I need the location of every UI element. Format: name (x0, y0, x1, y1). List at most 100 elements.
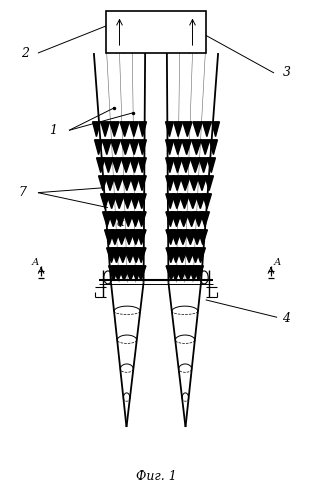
Polygon shape (111, 248, 122, 262)
Polygon shape (200, 212, 209, 226)
Polygon shape (139, 122, 146, 136)
Polygon shape (194, 212, 204, 226)
Polygon shape (192, 140, 201, 154)
Text: 7: 7 (18, 186, 27, 199)
Polygon shape (110, 230, 120, 244)
Polygon shape (177, 230, 188, 244)
Polygon shape (122, 176, 132, 190)
Polygon shape (166, 122, 173, 136)
Polygon shape (117, 248, 129, 262)
Text: А: А (31, 258, 39, 268)
Polygon shape (121, 158, 131, 172)
Polygon shape (183, 248, 195, 262)
Polygon shape (170, 266, 181, 280)
Polygon shape (173, 158, 182, 172)
Polygon shape (103, 212, 112, 226)
Polygon shape (108, 212, 118, 226)
Polygon shape (130, 230, 141, 244)
Polygon shape (166, 266, 176, 280)
Polygon shape (130, 194, 140, 208)
Polygon shape (202, 194, 212, 208)
Polygon shape (182, 266, 194, 280)
Polygon shape (102, 140, 111, 154)
Polygon shape (137, 230, 146, 244)
Polygon shape (115, 212, 126, 226)
Polygon shape (166, 140, 174, 154)
Polygon shape (138, 176, 146, 190)
Polygon shape (137, 212, 146, 226)
Polygon shape (179, 194, 190, 208)
Polygon shape (129, 122, 138, 136)
Polygon shape (185, 230, 196, 244)
Polygon shape (113, 266, 124, 280)
Polygon shape (122, 194, 133, 208)
Polygon shape (124, 230, 135, 244)
Polygon shape (192, 230, 202, 244)
Polygon shape (120, 140, 130, 154)
Polygon shape (172, 176, 182, 190)
Polygon shape (93, 122, 100, 136)
Polygon shape (202, 122, 211, 136)
Polygon shape (182, 140, 192, 154)
Polygon shape (166, 158, 174, 172)
Text: 3: 3 (282, 66, 290, 80)
Polygon shape (100, 194, 110, 208)
Polygon shape (201, 140, 210, 154)
Polygon shape (166, 176, 174, 190)
Polygon shape (174, 122, 183, 136)
Polygon shape (173, 140, 182, 154)
Polygon shape (99, 176, 107, 190)
Polygon shape (198, 230, 207, 244)
Text: Фиг. 1: Фиг. 1 (136, 470, 176, 484)
Polygon shape (188, 266, 199, 280)
Polygon shape (193, 266, 203, 280)
Polygon shape (171, 230, 182, 244)
Polygon shape (124, 266, 136, 280)
Polygon shape (186, 212, 197, 226)
Polygon shape (105, 230, 114, 244)
Polygon shape (166, 212, 175, 226)
Polygon shape (123, 212, 134, 226)
Polygon shape (114, 194, 124, 208)
Polygon shape (116, 230, 127, 244)
Polygon shape (138, 158, 146, 172)
Polygon shape (131, 266, 142, 280)
Polygon shape (111, 140, 120, 154)
Polygon shape (189, 176, 199, 190)
Polygon shape (124, 248, 135, 262)
Polygon shape (190, 158, 200, 172)
Text: 4: 4 (282, 312, 290, 326)
Polygon shape (166, 248, 176, 262)
Polygon shape (95, 140, 103, 154)
Polygon shape (212, 122, 219, 136)
Text: α: α (116, 218, 124, 228)
Polygon shape (130, 176, 140, 190)
Bar (106, 10, 206, 53)
Polygon shape (138, 140, 146, 154)
Polygon shape (109, 266, 119, 280)
Polygon shape (120, 122, 129, 136)
Polygon shape (118, 266, 130, 280)
Polygon shape (105, 176, 115, 190)
Polygon shape (181, 158, 191, 172)
Polygon shape (166, 194, 175, 208)
Polygon shape (172, 194, 182, 208)
Polygon shape (195, 194, 205, 208)
Polygon shape (199, 158, 208, 172)
Polygon shape (107, 248, 116, 262)
Polygon shape (176, 266, 188, 280)
Polygon shape (136, 266, 146, 280)
Polygon shape (137, 194, 146, 208)
Polygon shape (196, 248, 205, 262)
Polygon shape (177, 248, 188, 262)
Polygon shape (113, 176, 123, 190)
Polygon shape (166, 230, 175, 244)
Polygon shape (209, 140, 217, 154)
Polygon shape (112, 158, 122, 172)
Polygon shape (131, 248, 142, 262)
Polygon shape (130, 140, 139, 154)
Polygon shape (104, 158, 113, 172)
Text: 1: 1 (50, 124, 57, 137)
Polygon shape (130, 158, 139, 172)
Polygon shape (136, 248, 146, 262)
